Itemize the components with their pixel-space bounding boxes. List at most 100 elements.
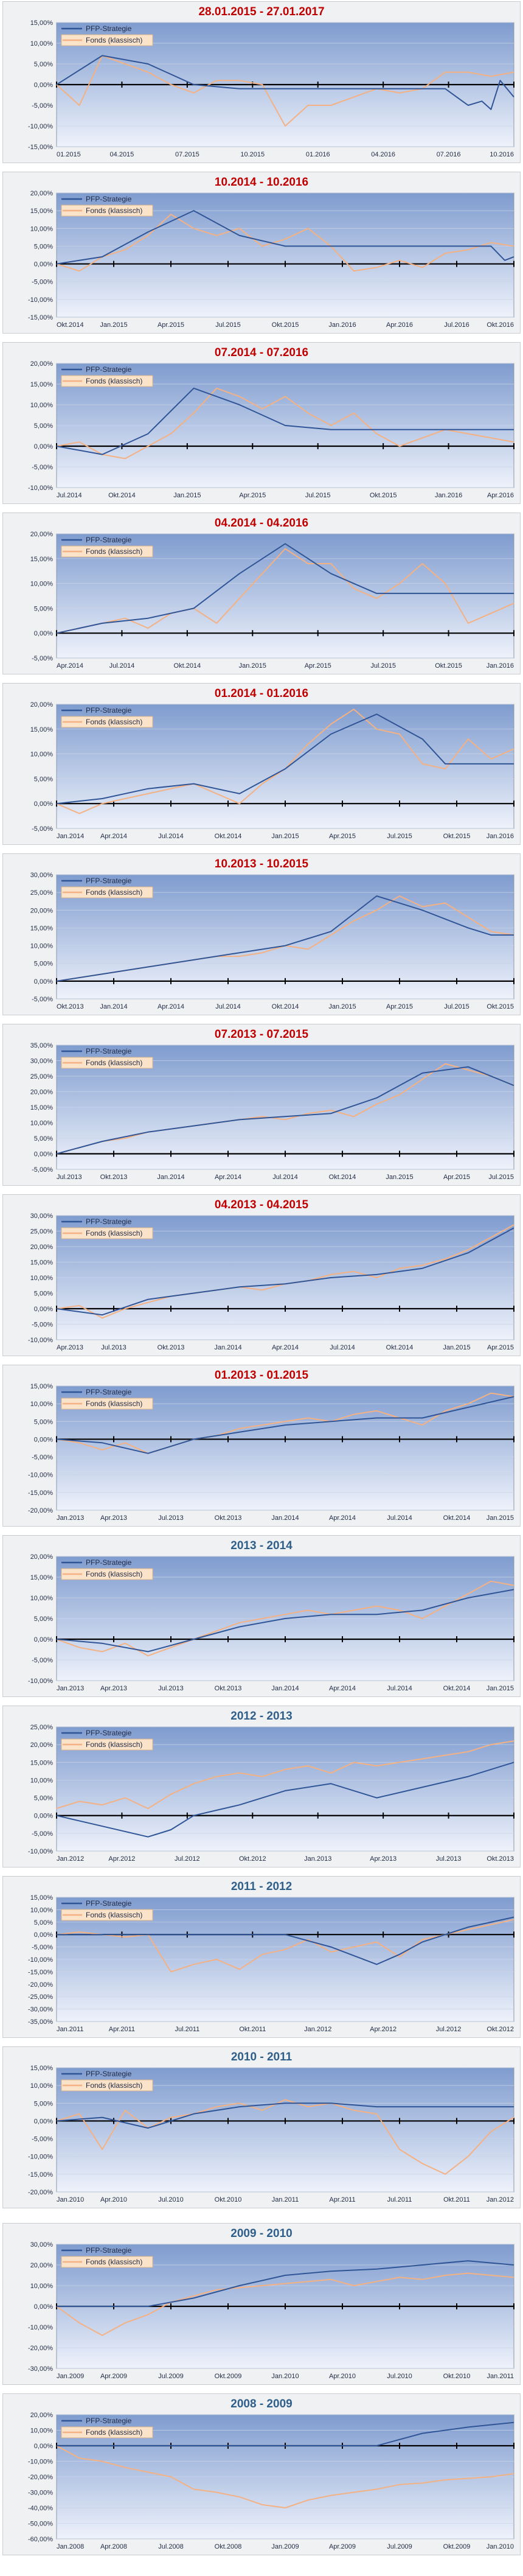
- y-tick-label: 20,00%: [30, 701, 54, 709]
- x-tick-label: Okt.2011: [443, 2196, 470, 2203]
- x-tick-label: Jan.2014: [157, 1174, 184, 1181]
- y-tick-label: 15,00%: [30, 925, 54, 932]
- y-tick-label: -15,00%: [28, 314, 53, 321]
- x-tick-label: Jan.2015: [173, 492, 201, 499]
- x-tick-label: Jan.2014: [271, 1514, 299, 1522]
- chart-panel: 2010 - 2011 15,00% 10,00% 5,00% 0,00% -5,00% -…: [2, 2046, 521, 2208]
- x-tick-label: Okt.2010: [443, 2373, 471, 2380]
- legend-box-fund: [61, 1398, 153, 1410]
- x-tick-label: Okt.2013: [215, 1514, 242, 1522]
- chart-svg: 20,00% 15,00% 10,00% 5,00% 0,00% -5,00% -10,00…: [28, 360, 514, 499]
- x-tick-label: Apr.2015: [329, 833, 356, 840]
- legend-label-strategy: PFP-Strategie: [86, 24, 132, 33]
- x-tick-label: Apr.2014: [329, 1685, 356, 1692]
- y-tick-label: 10,00%: [30, 2427, 54, 2435]
- x-tick-label: Jul.2014: [272, 1174, 298, 1181]
- chart-svg: 20,00% 15,00% 10,00% 5,00% 0,00% -5,00% Apr.20…: [30, 531, 514, 670]
- y-tick-label: 5,00%: [34, 2100, 53, 2107]
- x-tick-label: Apr.2013: [57, 1344, 83, 1351]
- chart-panel: 28.01.2015 - 27.01.2017 15,00% 10,00% 5,00%…: [2, 1, 521, 163]
- x-tick-label: Jul.2013: [158, 1685, 184, 1692]
- legend-box-fund: [61, 886, 153, 898]
- x-tick-label: Jul.2014: [158, 833, 184, 840]
- series-line-pfp-strategie: [57, 2421, 514, 2446]
- chart-title: 10.2014 - 10.2016: [214, 176, 309, 189]
- x-tick-label: Jul.2012: [436, 2026, 462, 2033]
- chart-panel: 10.2013 - 10.2015 30,00% 25,00% 20,00% 15,00…: [2, 853, 521, 1015]
- series-line-pfp-strategie: [57, 2260, 514, 2307]
- y-tick-label: -5,00%: [32, 825, 53, 833]
- x-tick-label: Jan.2016: [487, 662, 514, 670]
- y-tick-label: 5,00%: [34, 605, 53, 612]
- y-tick-label: 20,00%: [30, 907, 54, 914]
- x-tick-label: Apr.2011: [109, 2026, 135, 2033]
- y-tick-label: 10,00%: [30, 2082, 54, 2090]
- y-tick-label: 5,00%: [34, 961, 53, 968]
- x-tick-label: Jan.2015: [239, 662, 266, 670]
- x-tick-label: Jan.2015: [100, 321, 127, 329]
- series-line-fonds-klassisch: [56, 2272, 514, 2336]
- x-tick-label: Apr.2015: [239, 492, 266, 499]
- y-tick-label: 0,00%: [34, 978, 53, 985]
- y-tick-label: -5,00%: [32, 1830, 53, 1838]
- x-tick-label: Jul.2013: [158, 1514, 184, 1522]
- x-tick-label: Okt.2015: [370, 492, 397, 499]
- series-line-fonds-klassisch: [56, 1919, 514, 1973]
- y-tick-label: -10,00%: [28, 1956, 53, 1964]
- y-tick-label: 10,00%: [30, 581, 54, 588]
- y-tick-label: -40,00%: [28, 2505, 53, 2512]
- legend-box-fund: [61, 375, 153, 387]
- y-tick-label: 0,00%: [34, 800, 53, 808]
- x-tick-label: Apr.2014: [272, 1344, 299, 1351]
- series-line-fonds-klassisch: [56, 1063, 514, 1155]
- y-tick-label: -10,00%: [28, 2154, 53, 2161]
- y-tick-label: 0,00%: [34, 443, 53, 450]
- legend-label-fund: Fonds (klassisch): [86, 377, 142, 385]
- y-tick-label: 15,00%: [30, 1574, 54, 1581]
- y-tick-label: 30,00%: [30, 872, 54, 879]
- y-tick-label: 15,00%: [30, 1383, 54, 1390]
- x-tick-label: Jan.2014: [214, 1344, 241, 1351]
- y-tick-label: 5,00%: [34, 61, 53, 68]
- legend-label-strategy: PFP-Strategie: [86, 195, 132, 203]
- x-tick-label: Jan.2011: [272, 2196, 299, 2203]
- chart-svg: 15,00% 10,00% 5,00% 0,00% -5,00% -10,00% -15,0…: [28, 1894, 514, 2033]
- x-tick-label: Okt.2013: [215, 1685, 242, 1692]
- y-tick-label: 10,00%: [30, 1401, 54, 1408]
- legend-label-strategy: PFP-Strategie: [86, 2417, 132, 2425]
- x-tick-label: Jul.2013: [57, 1174, 82, 1181]
- y-tick-label: 15,00%: [30, 1104, 54, 1111]
- y-tick-label: 10,00%: [30, 1906, 54, 1914]
- legend-box-fund: [61, 1738, 153, 1751]
- x-tick-label: Jan.2010: [487, 2543, 514, 2550]
- chart-title: 28.01.2015 - 27.01.2017: [198, 5, 325, 18]
- x-tick-label: Jan.2009: [271, 2543, 299, 2550]
- legend-label-fund: Fonds (klassisch): [86, 1229, 142, 1237]
- x-tick-label: Apr.2015: [305, 662, 331, 670]
- y-tick-label: 10,00%: [30, 225, 54, 233]
- series-line-fonds-klassisch: [56, 1580, 514, 1657]
- x-tick-label: Jul.2008: [158, 2543, 184, 2550]
- x-tick-label: Apr.2014: [215, 1174, 241, 1181]
- x-tick-label: Apr.2014: [329, 1514, 356, 1522]
- x-tick-label: Jul.2009: [158, 2373, 184, 2380]
- x-tick-label: Okt.2014: [215, 833, 242, 840]
- y-tick-label: 20,00%: [30, 1553, 54, 1561]
- y-tick-label: 25,00%: [30, 1724, 54, 1731]
- legend-label-strategy: PFP-Strategie: [86, 1217, 132, 1226]
- legend-label-strategy: PFP-Strategie: [86, 1388, 132, 1396]
- y-tick-label: 10,00%: [30, 1595, 54, 1602]
- y-tick-label: -10,00%: [28, 1337, 53, 1344]
- x-tick-label: Jul.2013: [101, 1344, 126, 1351]
- series-line-pfp-strategie: [56, 387, 514, 455]
- y-tick-label: -5,00%: [32, 655, 53, 662]
- y-tick-label: 20,00%: [30, 2262, 54, 2269]
- series-line-pfp-strategie: [57, 1916, 514, 1965]
- series-line-fonds-klassisch: [56, 1392, 514, 1454]
- x-tick-label: Apr.2015: [158, 321, 184, 329]
- legend-box-fund: [61, 2426, 153, 2438]
- x-tick-label: Okt.2008: [215, 2543, 242, 2550]
- x-tick-label: 01.2016: [306, 151, 330, 158]
- x-tick-label: Jan.2012: [487, 2196, 514, 2203]
- chart-title: 04.2014 - 04.2016: [214, 517, 309, 530]
